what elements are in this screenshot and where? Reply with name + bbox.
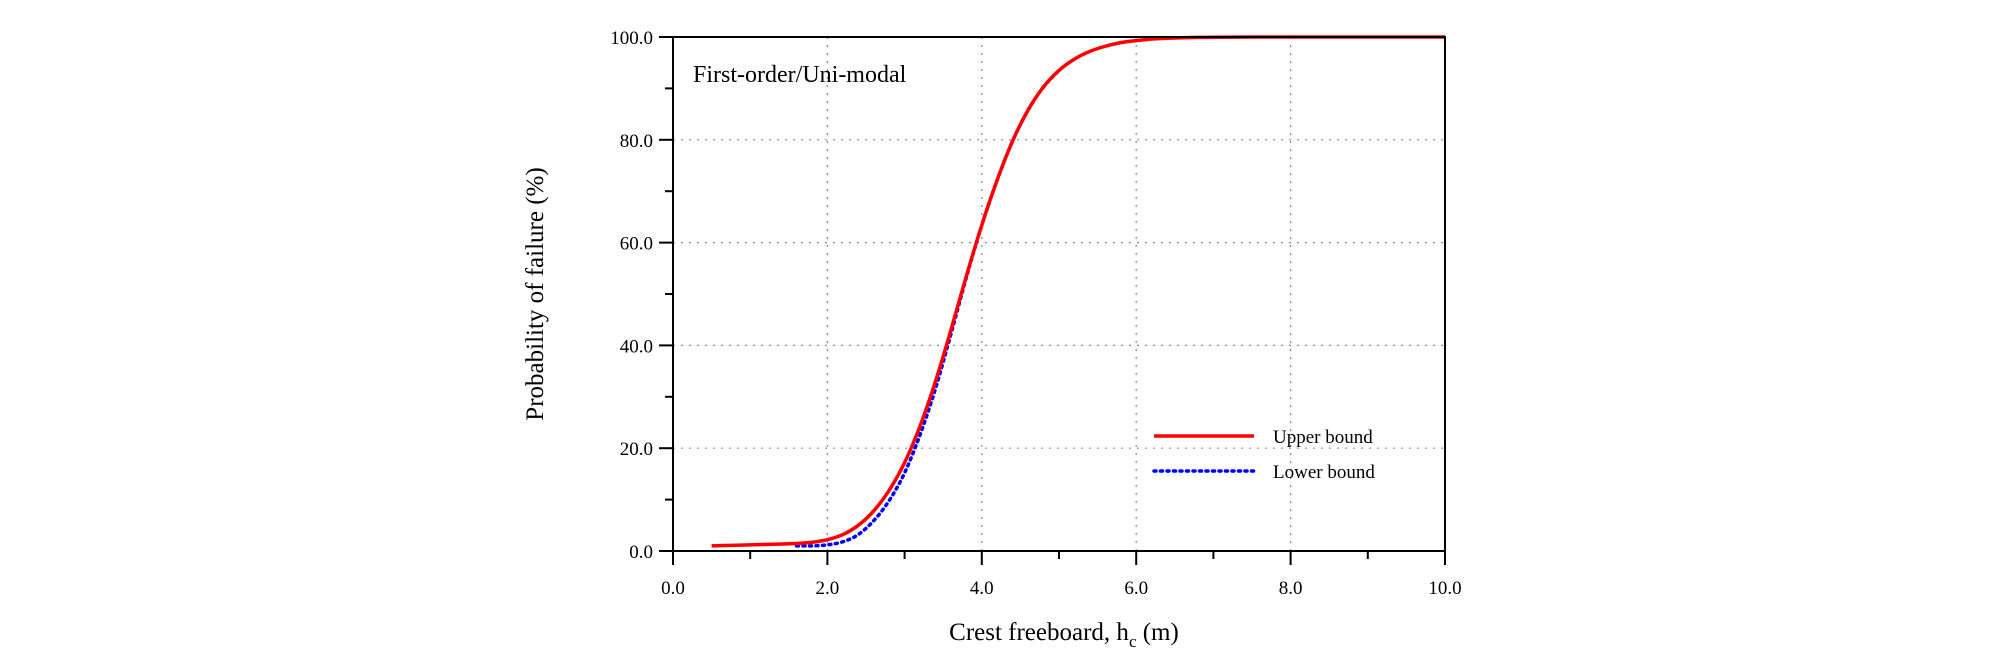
series-line-lower-bound bbox=[794, 68, 1061, 548]
axis-ticks bbox=[659, 36, 1446, 565]
x-tick-label: 2.0 bbox=[816, 578, 840, 599]
y-tick-label: 20.0 bbox=[620, 439, 653, 460]
x-axis-label-subscript: c bbox=[1129, 632, 1137, 651]
y-tick-label: 60.0 bbox=[620, 234, 653, 255]
y-tick-label: 40.0 bbox=[620, 336, 653, 357]
x-tick-label: 0.0 bbox=[661, 578, 685, 599]
y-tick-label: 80.0 bbox=[620, 131, 653, 152]
grid-lines bbox=[673, 37, 1445, 551]
x-axis-label: Crest freeboard, hc (m) bbox=[949, 619, 1179, 651]
x-tick-label: 10.0 bbox=[1428, 578, 1461, 599]
legend-label-upper-bound: Upper bound bbox=[1273, 427, 1373, 448]
y-axis-label: Probability of failure (%) bbox=[522, 167, 549, 420]
legend-label-lower-bound: Lower bound bbox=[1273, 462, 1375, 483]
tick-labels: 0.0 2.0 4.0 6.0 8.0 10.0 0.0 20.0 40.0 60.0 80.0 10… bbox=[610, 28, 1461, 599]
legend: Upper bound Lower bound bbox=[1152, 427, 1375, 483]
x-axis-label-main: Crest freeboard, h bbox=[949, 619, 1129, 646]
x-tick-label: 6.0 bbox=[1124, 578, 1148, 599]
x-axis-label-unit: (m) bbox=[1136, 619, 1178, 646]
x-tick-label: 4.0 bbox=[970, 578, 994, 599]
x-tick-label: 8.0 bbox=[1279, 578, 1303, 599]
chart-annotation: First-order/Uni-modal bbox=[693, 62, 907, 88]
y-tick-label: 100.0 bbox=[610, 28, 653, 49]
y-tick-label: 0.0 bbox=[629, 542, 653, 563]
